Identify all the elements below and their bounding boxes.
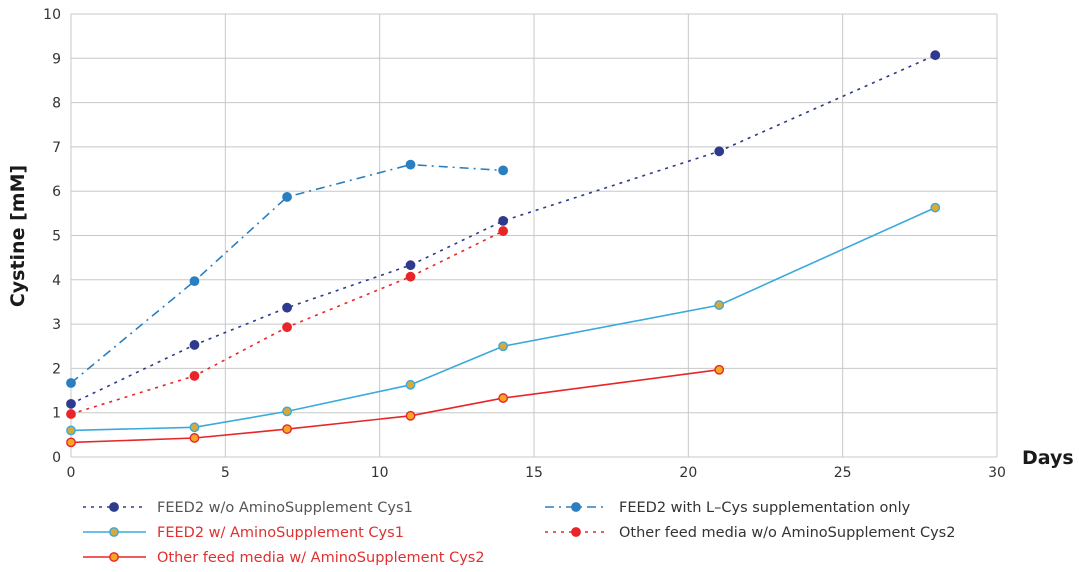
legend-item: Other feed media w/o AminoSupplement Cys… (545, 525, 955, 541)
legend-swatch-marker (571, 527, 581, 537)
series (66, 50, 941, 448)
legend-item: Other feed media w/ AminoSupplement Cys2 (83, 550, 485, 566)
data-point (282, 192, 292, 202)
data-point (498, 226, 509, 236)
x-axis-title: Days (1022, 447, 1074, 469)
series-4 (66, 364, 725, 448)
x-tick-label: 10 (371, 465, 389, 481)
x-tick-label: 5 (221, 465, 230, 481)
legend-swatch-marker (571, 502, 581, 512)
series-3 (66, 226, 509, 419)
y-tick-label: 7 (52, 140, 61, 156)
x-tick-label: 15 (525, 465, 543, 481)
data-point (714, 146, 725, 157)
legend-label: FEED2 w/ AminoSupplement Cys1 (157, 525, 404, 541)
data-point (189, 276, 200, 287)
legend-label: Other feed media w/ AminoSupplement Cys2 (157, 550, 485, 566)
y-tick-label: 5 (52, 229, 61, 245)
legend-item: FEED2 w/o AminoSupplement Cys1 (83, 500, 413, 516)
y-tick-label: 10 (43, 7, 61, 23)
data-point (282, 406, 292, 417)
legend-swatch-marker (109, 552, 119, 562)
y-tick-label: 3 (52, 317, 61, 333)
y-tick-label: 1 (52, 406, 61, 422)
grid (70, 13, 998, 458)
tick-labels: 0 1 2 3 4 5 6 7 8 9 10 0 5 10 15 20 25 30 (43, 7, 1006, 481)
legend-item: FEED2 with L–Cys supplementation only (545, 500, 911, 516)
data-point (282, 424, 292, 434)
data-point (930, 202, 941, 213)
legend-label: FEED2 w/o AminoSupplement Cys1 (157, 500, 413, 516)
data-point (189, 340, 200, 350)
series-line (70, 163, 504, 384)
data-point (405, 379, 416, 390)
data-point (66, 425, 76, 436)
data-point (498, 215, 509, 226)
data-point (498, 341, 509, 352)
data-point (498, 165, 509, 176)
series-0 (66, 50, 941, 409)
series-1 (66, 159, 509, 388)
y-tick-label: 8 (52, 96, 61, 112)
data-point (405, 410, 416, 421)
legend-label: Other feed media w/o AminoSupplement Cys… (619, 525, 955, 541)
legend-label: FEED2 with L–Cys supplementation only (619, 500, 911, 516)
data-point (714, 300, 725, 310)
data-point (66, 398, 76, 409)
y-tick-label: 0 (52, 450, 61, 466)
legend: FEED2 w/o AminoSupplement Cys1 FEED2 with… (83, 500, 955, 566)
x-tick-label: 20 (679, 465, 697, 481)
data-point (405, 260, 416, 271)
data-point (498, 393, 509, 403)
y-tick-label: 9 (52, 51, 61, 67)
x-tick-label: 0 (67, 465, 76, 481)
data-point (282, 302, 292, 313)
data-point (66, 409, 76, 419)
data-point (189, 422, 200, 433)
y-axis-title: Cystine [mM] (7, 165, 29, 307)
y-tick-label: 4 (52, 273, 61, 289)
data-point (282, 322, 292, 333)
series-line (70, 368, 720, 444)
legend-swatch-marker (109, 527, 119, 537)
x-tick-label: 25 (834, 465, 852, 481)
data-point (405, 159, 416, 170)
data-point (189, 433, 200, 443)
data-point (405, 271, 416, 282)
data-point (66, 378, 76, 388)
series-2 (66, 202, 941, 436)
x-tick-label: 30 (988, 465, 1006, 481)
data-point (189, 371, 200, 381)
data-point (714, 364, 725, 375)
y-tick-label: 6 (52, 184, 61, 200)
y-tick-label: 2 (52, 361, 61, 377)
data-point (930, 50, 941, 61)
data-point (66, 437, 76, 448)
legend-item: FEED2 w/ AminoSupplement Cys1 (83, 525, 404, 541)
legend-swatch-marker (109, 502, 119, 512)
